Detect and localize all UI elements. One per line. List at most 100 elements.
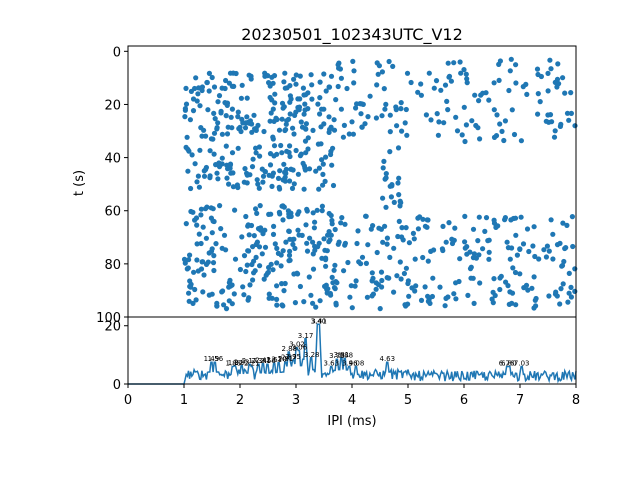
scatter-point (251, 270, 257, 276)
scatter-point (210, 260, 217, 266)
scatter-point (189, 152, 195, 158)
scatter-point (370, 275, 376, 281)
scatter-point (395, 233, 401, 240)
scatter-point (207, 175, 213, 181)
scatter-point (367, 93, 373, 99)
scatter-point (230, 70, 236, 76)
scatter-point (342, 240, 348, 246)
scatter-point (503, 279, 509, 285)
scatter-point (440, 223, 446, 229)
scatter-point (461, 104, 467, 110)
scatter-point (196, 184, 202, 190)
scatter-point (188, 185, 194, 192)
scatter-point (333, 97, 339, 103)
scatter-point (286, 214, 292, 220)
scatter-point (206, 250, 212, 256)
scatter-point (453, 296, 459, 302)
scatter-point (453, 114, 459, 120)
peak-label: 1.88 (226, 360, 242, 368)
scatter-point (181, 256, 188, 262)
scatter-point (219, 155, 225, 161)
scatter-point (218, 110, 224, 116)
scatter-point (394, 123, 400, 129)
scatter-point (267, 83, 273, 89)
scatter-point (256, 185, 262, 191)
scatter-point (323, 88, 329, 94)
scatter-point (197, 147, 203, 153)
scatter-point (232, 207, 238, 213)
scatter-point (428, 248, 434, 254)
scatter-point (442, 82, 449, 88)
scatter-point (211, 151, 217, 157)
scatter-point (267, 162, 274, 168)
scatter-point (319, 106, 325, 112)
scatter-point (510, 215, 517, 222)
scatter-point (464, 80, 470, 86)
scatter-point (315, 141, 321, 147)
scatter-point (287, 153, 293, 160)
scatter-point (462, 213, 468, 219)
scatter-point (251, 233, 257, 239)
scatter-point (221, 232, 228, 238)
scatter-point (462, 138, 468, 145)
scatter-point (211, 253, 217, 259)
scatter-point (219, 131, 225, 137)
peak-label: 2.17 (242, 357, 258, 365)
scatter-point (373, 280, 379, 286)
scatter-point (429, 293, 435, 300)
scatter-point (362, 121, 368, 127)
scatter-point (192, 161, 198, 167)
scatter-point (331, 127, 338, 133)
scatter-point (491, 217, 497, 223)
scatter-point (274, 283, 280, 289)
scatter-point (491, 276, 497, 282)
scatter-point (277, 168, 283, 174)
scatter-point (358, 111, 364, 117)
scatter-point (246, 232, 252, 238)
scatter-point (270, 231, 277, 237)
scatter-point (256, 244, 263, 250)
scatter-point (261, 276, 267, 282)
scatter-point (266, 291, 272, 297)
scatter-point (249, 164, 256, 170)
scatter-point (317, 298, 323, 304)
scatter-point (282, 127, 288, 134)
scatter-point (446, 220, 452, 226)
scatter-point (205, 259, 211, 265)
scatter-point (566, 290, 572, 296)
scatter-point (223, 247, 229, 253)
scatter-point (316, 186, 322, 192)
scatter-point (424, 217, 430, 223)
bottom-axes: 0 20 0 1 2 3 4 5 6 7 8 (104, 316, 580, 408)
scatter-point (253, 254, 259, 260)
scatter-point (388, 194, 394, 200)
scatter-point (344, 85, 350, 92)
scatter-point (195, 91, 201, 97)
scatter-point (282, 85, 288, 91)
chart-title: 20230501_102343UTC_V12 (241, 25, 463, 45)
scatter-point (380, 195, 386, 201)
scatter-point (309, 82, 315, 88)
scatter-point (276, 184, 282, 190)
scatter-point (308, 292, 314, 298)
scatter-point (365, 114, 371, 120)
scatter-point (470, 226, 477, 232)
peak-label: 3.41 (311, 317, 327, 325)
scatter-point (461, 67, 467, 73)
scatter-point (562, 90, 568, 96)
scatter-point (391, 289, 397, 295)
scatter-point (262, 244, 269, 250)
scatter-point (215, 176, 221, 182)
scatter-point (290, 167, 296, 173)
scatter-point (520, 241, 527, 247)
scatter-point (259, 166, 265, 172)
scatter-point (403, 106, 409, 113)
scatter-point (502, 118, 508, 124)
y-tick-label-bottom: 20 (104, 320, 121, 335)
scatter-point (302, 167, 308, 173)
scatter-point (533, 303, 539, 309)
scatter-point (186, 298, 192, 304)
scatter-point (331, 117, 337, 123)
scatter-point (387, 183, 393, 189)
scatter-point (320, 171, 326, 177)
